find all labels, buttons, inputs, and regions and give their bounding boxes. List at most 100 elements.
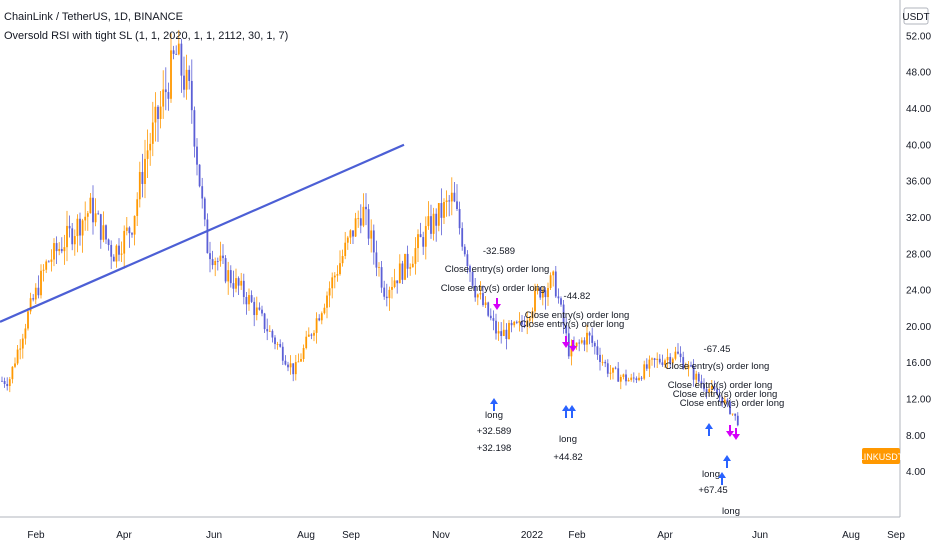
candle-body <box>671 358 674 364</box>
candle-body <box>716 389 718 395</box>
candle-body <box>398 263 401 284</box>
y-tick-label: 12.00 <box>906 395 931 406</box>
entry-arrow-icon <box>718 472 726 485</box>
candle-body <box>583 340 586 345</box>
exit-arrow-icon <box>493 298 501 310</box>
candle-body <box>125 227 128 231</box>
candle-body <box>692 366 695 380</box>
candle-body <box>349 230 352 238</box>
trade-label: Close entry(s) order long <box>673 389 778 400</box>
candle-body <box>14 363 16 367</box>
candle-body <box>89 197 92 214</box>
candle-body <box>141 171 144 184</box>
candle-body <box>385 296 388 299</box>
candle-body <box>731 413 734 415</box>
candle-body <box>261 309 263 314</box>
candle-body <box>505 329 508 340</box>
candle-body <box>544 290 547 298</box>
candle-body <box>661 362 664 365</box>
candle-body <box>417 234 419 249</box>
candle-body <box>107 239 110 245</box>
candle-body <box>640 377 643 379</box>
candle-body <box>575 342 578 347</box>
candle-body <box>708 389 711 393</box>
strategy-legend[interactable]: Oversold RSI with tight SL (1, 1, 2020, … <box>4 30 289 42</box>
candle-body <box>336 274 339 276</box>
candle-body <box>112 256 115 262</box>
candle-body <box>45 261 48 270</box>
candle-body <box>380 267 383 288</box>
candle-body <box>430 216 432 234</box>
candle-body <box>289 363 292 368</box>
candle-body <box>339 263 341 275</box>
exit-arrow-icon <box>562 336 570 348</box>
candle-body <box>115 245 118 262</box>
candle-body <box>313 332 315 336</box>
candle-body <box>105 225 107 240</box>
candle-body <box>250 295 253 302</box>
candle-body <box>419 234 422 238</box>
candle-body <box>196 146 198 165</box>
candle-body <box>229 270 232 284</box>
candle-body <box>531 311 534 319</box>
candle-body <box>365 206 367 210</box>
candle-body <box>625 374 627 382</box>
y-tick-label: 52.00 <box>906 31 931 42</box>
candle-body <box>614 367 617 369</box>
candle-body <box>487 302 490 316</box>
candle-body <box>34 287 37 300</box>
candle-body <box>479 293 482 295</box>
candle-body <box>310 334 313 336</box>
candle-body <box>612 367 614 373</box>
candle-body <box>120 253 123 255</box>
trade-label: Close entry(s) order long <box>520 319 625 330</box>
candle-body <box>370 230 373 239</box>
entry-label: +67.45 <box>698 485 727 496</box>
candle-body <box>258 307 261 310</box>
last-price-tag-label: LINKUSDT <box>859 452 904 462</box>
candle-body <box>175 53 178 55</box>
candle-body <box>601 361 604 363</box>
candle-body <box>586 332 588 345</box>
candle-body <box>414 248 417 264</box>
candle-body <box>619 376 622 382</box>
candle-body <box>424 226 427 247</box>
candle-body <box>536 288 539 291</box>
candle-body <box>177 43 180 55</box>
candle-body <box>700 381 703 384</box>
candle-body <box>180 43 183 76</box>
candle-body <box>521 320 523 325</box>
candle-body <box>8 379 11 387</box>
candle-body <box>66 225 68 248</box>
candle-body <box>528 318 531 321</box>
candle-body <box>201 186 204 199</box>
candle-body <box>458 209 461 229</box>
candle-body <box>658 358 661 363</box>
candle-body <box>32 298 35 300</box>
candle-body <box>144 158 146 184</box>
candle-body <box>240 280 243 286</box>
candle-body <box>736 415 739 426</box>
candle-body <box>471 272 474 286</box>
x-tick-label: Feb <box>27 530 45 541</box>
y-tick-label: 44.00 <box>906 104 931 115</box>
symbol-title[interactable]: ChainLink / TetherUS, 1D, BINANCE <box>4 11 183 23</box>
trade-label: Close entry(s) order long <box>668 380 773 391</box>
candle-body <box>146 150 149 159</box>
candle-body <box>367 209 370 239</box>
candle-body <box>492 318 495 321</box>
candle-body <box>443 201 445 218</box>
candle-body <box>281 346 284 361</box>
candle-body <box>86 213 89 217</box>
trade-label: Close entry(s) order long <box>445 264 550 275</box>
candle-body <box>482 293 484 306</box>
candle-body <box>300 359 302 362</box>
x-tick-label: 2022 <box>521 530 544 541</box>
candle-body <box>102 225 105 240</box>
y-tick-label: 8.00 <box>906 431 926 442</box>
candle-body <box>632 377 635 379</box>
candle-body <box>445 200 448 202</box>
exit-arrow-icon <box>732 428 740 440</box>
candle-body <box>58 248 61 252</box>
